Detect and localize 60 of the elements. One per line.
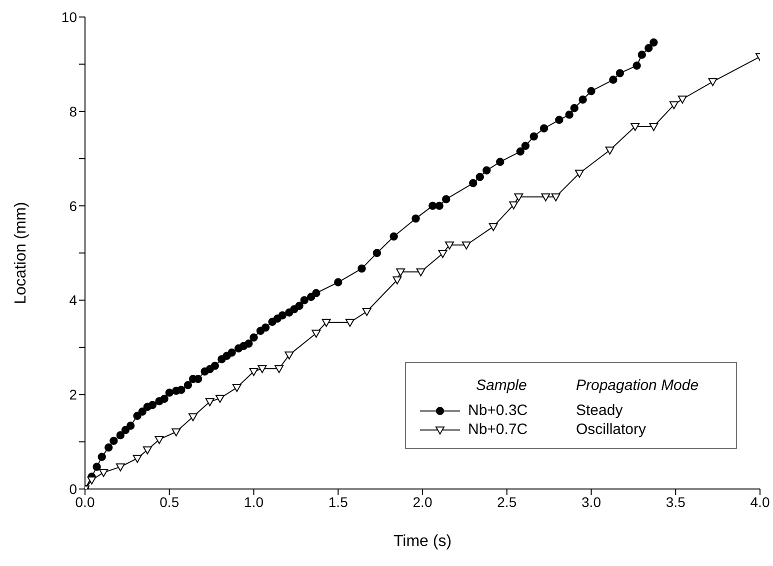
- y-tick-label: 10: [61, 8, 78, 25]
- point: [669, 101, 678, 110]
- point: [258, 365, 267, 374]
- point: [345, 318, 354, 327]
- point: [678, 96, 687, 104]
- legend-label: Nb+0.7C: [468, 421, 529, 438]
- x-tick-label: 2.5: [497, 494, 517, 510]
- point: [509, 201, 518, 210]
- point: [396, 268, 406, 276]
- point: [205, 398, 214, 406]
- point: [322, 318, 331, 327]
- point: [630, 123, 640, 132]
- legend-title: Sample: [475, 377, 528, 394]
- point: [574, 170, 584, 178]
- x-tick-label: 3.0: [582, 494, 602, 510]
- x-tick-label: 1.0: [244, 494, 264, 510]
- point: [649, 123, 658, 132]
- point: [392, 276, 402, 284]
- point: [708, 78, 718, 86]
- point: [312, 330, 321, 338]
- annotation: Oscillatory: [575, 421, 648, 438]
- x-tick-label: 2.0: [412, 494, 432, 510]
- y-tick-label: 4: [69, 292, 78, 308]
- point: [462, 241, 471, 250]
- y-tick-label: 6: [69, 198, 78, 214]
- point: [132, 454, 142, 463]
- point: [116, 463, 125, 472]
- point: [605, 146, 614, 155]
- point: [232, 384, 242, 392]
- point: [416, 268, 426, 276]
- y-axis-title: Location (mm): [12, 202, 30, 304]
- point: [274, 365, 284, 374]
- annotation: Steady: [575, 402, 624, 419]
- x-tick-label: 1.5: [328, 494, 348, 510]
- point: [87, 476, 96, 485]
- x-tick-label: 0.0: [75, 494, 95, 510]
- point: [188, 413, 198, 422]
- point: [216, 394, 224, 403]
- point: [488, 223, 498, 232]
- annotation: Propagation Mode: [575, 377, 700, 394]
- legend-label: Nb+0.3C: [468, 402, 529, 419]
- point: [541, 193, 550, 202]
- x-tick-label: 3.5: [666, 494, 686, 510]
- point: [514, 193, 524, 202]
- point: [172, 428, 181, 436]
- x-tick-label: 4.0: [750, 494, 770, 510]
- x-tick-label: 0.5: [160, 494, 180, 510]
- point: [362, 308, 372, 316]
- point: [154, 436, 164, 444]
- y-tick-label: 2: [69, 386, 78, 403]
- point: [249, 368, 258, 376]
- point: [551, 193, 560, 202]
- point: [438, 250, 448, 258]
- point: [99, 468, 108, 477]
- point: [284, 351, 294, 360]
- y-tick-label: 0: [69, 480, 78, 497]
- point: [445, 241, 454, 250]
- x-axis-title: Time (s): [393, 533, 452, 550]
- point: [142, 446, 152, 454]
- y-tick-label: 8: [69, 103, 78, 120]
